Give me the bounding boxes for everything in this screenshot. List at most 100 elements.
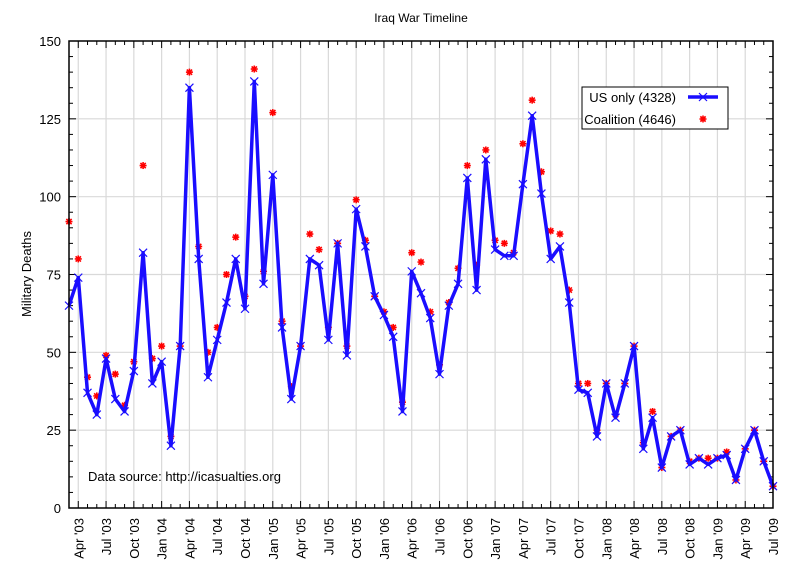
- x-tick-label: Apr '09: [738, 518, 753, 559]
- legend-marker-us: [698, 92, 708, 102]
- y-tick-labels: 0 25 50 75 100 125 150: [39, 34, 61, 516]
- us-point: [286, 394, 296, 404]
- us-point: [314, 260, 324, 270]
- us-point: [138, 248, 148, 258]
- us-point: [73, 273, 83, 283]
- us-line: [67, 79, 775, 487]
- coalition-point: [408, 249, 416, 257]
- x-tick-label: Jan '06: [377, 518, 392, 560]
- us-point: [370, 291, 380, 301]
- x-tick-label: Jul '05: [321, 518, 336, 555]
- us-point: [546, 254, 556, 264]
- us-point: [638, 444, 648, 454]
- x-tick-label: Jul '06: [433, 518, 448, 555]
- coalition-point: [417, 258, 425, 266]
- us-point: [564, 298, 574, 307]
- us-point: [444, 301, 454, 311]
- us-point: [333, 238, 343, 248]
- us-point: [360, 242, 370, 251]
- coalition-point: [158, 342, 166, 350]
- us-point: [83, 388, 92, 398]
- us-point: [740, 444, 750, 454]
- us-point: [481, 154, 491, 164]
- us-point: [694, 453, 704, 463]
- x-tick-label: Jul '03: [99, 518, 114, 555]
- us-point: [555, 242, 565, 251]
- x-tick-label: Oct '07: [571, 518, 586, 559]
- us-point: [703, 459, 713, 469]
- y-tick-label: 100: [39, 190, 61, 205]
- x-tick-label: Jul '04: [210, 518, 225, 555]
- data-source-annotation: Data source: http://icasualties.org: [88, 469, 281, 484]
- us-point: [268, 170, 278, 180]
- us-point: [712, 453, 722, 463]
- us-point: [305, 254, 315, 264]
- us-point: [296, 341, 306, 351]
- coalition-point: [463, 162, 471, 170]
- us-point: [592, 431, 602, 441]
- legend: US only (4328) Coalition (4646): [581, 86, 729, 130]
- coalition-point: [649, 407, 657, 415]
- x-tick-label: Apr '06: [405, 518, 420, 559]
- us-point: [583, 388, 593, 398]
- us-point: [648, 413, 658, 423]
- us-point: [675, 425, 685, 435]
- us-point: [722, 450, 732, 460]
- us-point: [101, 354, 111, 363]
- y-tick-label: 150: [39, 34, 61, 49]
- us-point: [212, 335, 222, 345]
- x-tick-label: Oct '04: [238, 518, 253, 559]
- coalition-point: [139, 162, 147, 170]
- coalition-point: [232, 233, 240, 241]
- us-point: [323, 335, 333, 345]
- x-tick-label: Oct '05: [349, 518, 364, 559]
- us-point: [527, 111, 537, 121]
- coalition-point: [556, 230, 564, 238]
- us-point: [759, 456, 769, 466]
- legend-label-coalition: Coalition (4646): [584, 112, 676, 127]
- x-tick-label: Jul '07: [544, 518, 559, 555]
- us-point: [277, 323, 287, 332]
- us-point: [175, 341, 185, 351]
- x-tick-label: Oct '06: [460, 518, 475, 559]
- us-point: [147, 379, 157, 388]
- coalition-point: [315, 246, 323, 254]
- us-point: [620, 379, 630, 388]
- x-tick-label: Jan '05: [266, 518, 281, 560]
- coalition-point: [528, 96, 536, 104]
- us-point: [574, 385, 583, 395]
- us-point: [110, 394, 120, 404]
- y-tick-label: 75: [47, 268, 61, 283]
- coalition-point: [185, 68, 193, 76]
- coalition-point: [250, 65, 258, 73]
- us-point: [407, 266, 417, 276]
- coalition-point: [547, 227, 555, 235]
- us-point: [120, 407, 130, 416]
- coalition-point: [306, 230, 314, 238]
- us-point: [750, 425, 759, 435]
- x-tick-label: Apr '04: [182, 518, 197, 559]
- y-tick-label: 0: [54, 501, 61, 516]
- x-tick-label: Apr '05: [294, 518, 309, 559]
- coalition-point: [269, 109, 277, 117]
- us-point: [240, 304, 250, 314]
- x-tick-label: Jul '08: [655, 518, 670, 555]
- chart-title: Iraq War Timeline: [374, 11, 468, 25]
- us-point: [685, 459, 695, 469]
- coalition-point: [584, 379, 592, 387]
- us-point: [184, 83, 194, 93]
- coalition-point: [222, 271, 230, 278]
- x-tick-label: Oct '08: [683, 518, 698, 559]
- us-point: [611, 413, 620, 423]
- us-point: [472, 285, 482, 295]
- us-point: [490, 245, 500, 255]
- x-tick-label: Apr '03: [71, 518, 86, 559]
- us-point: [657, 463, 667, 472]
- us-point: [388, 332, 398, 342]
- us-point: [166, 441, 176, 451]
- us-point: [379, 310, 389, 320]
- x-tick-label: Jan '07: [488, 518, 503, 560]
- us-point: [231, 254, 241, 264]
- coalition-point: [352, 196, 360, 204]
